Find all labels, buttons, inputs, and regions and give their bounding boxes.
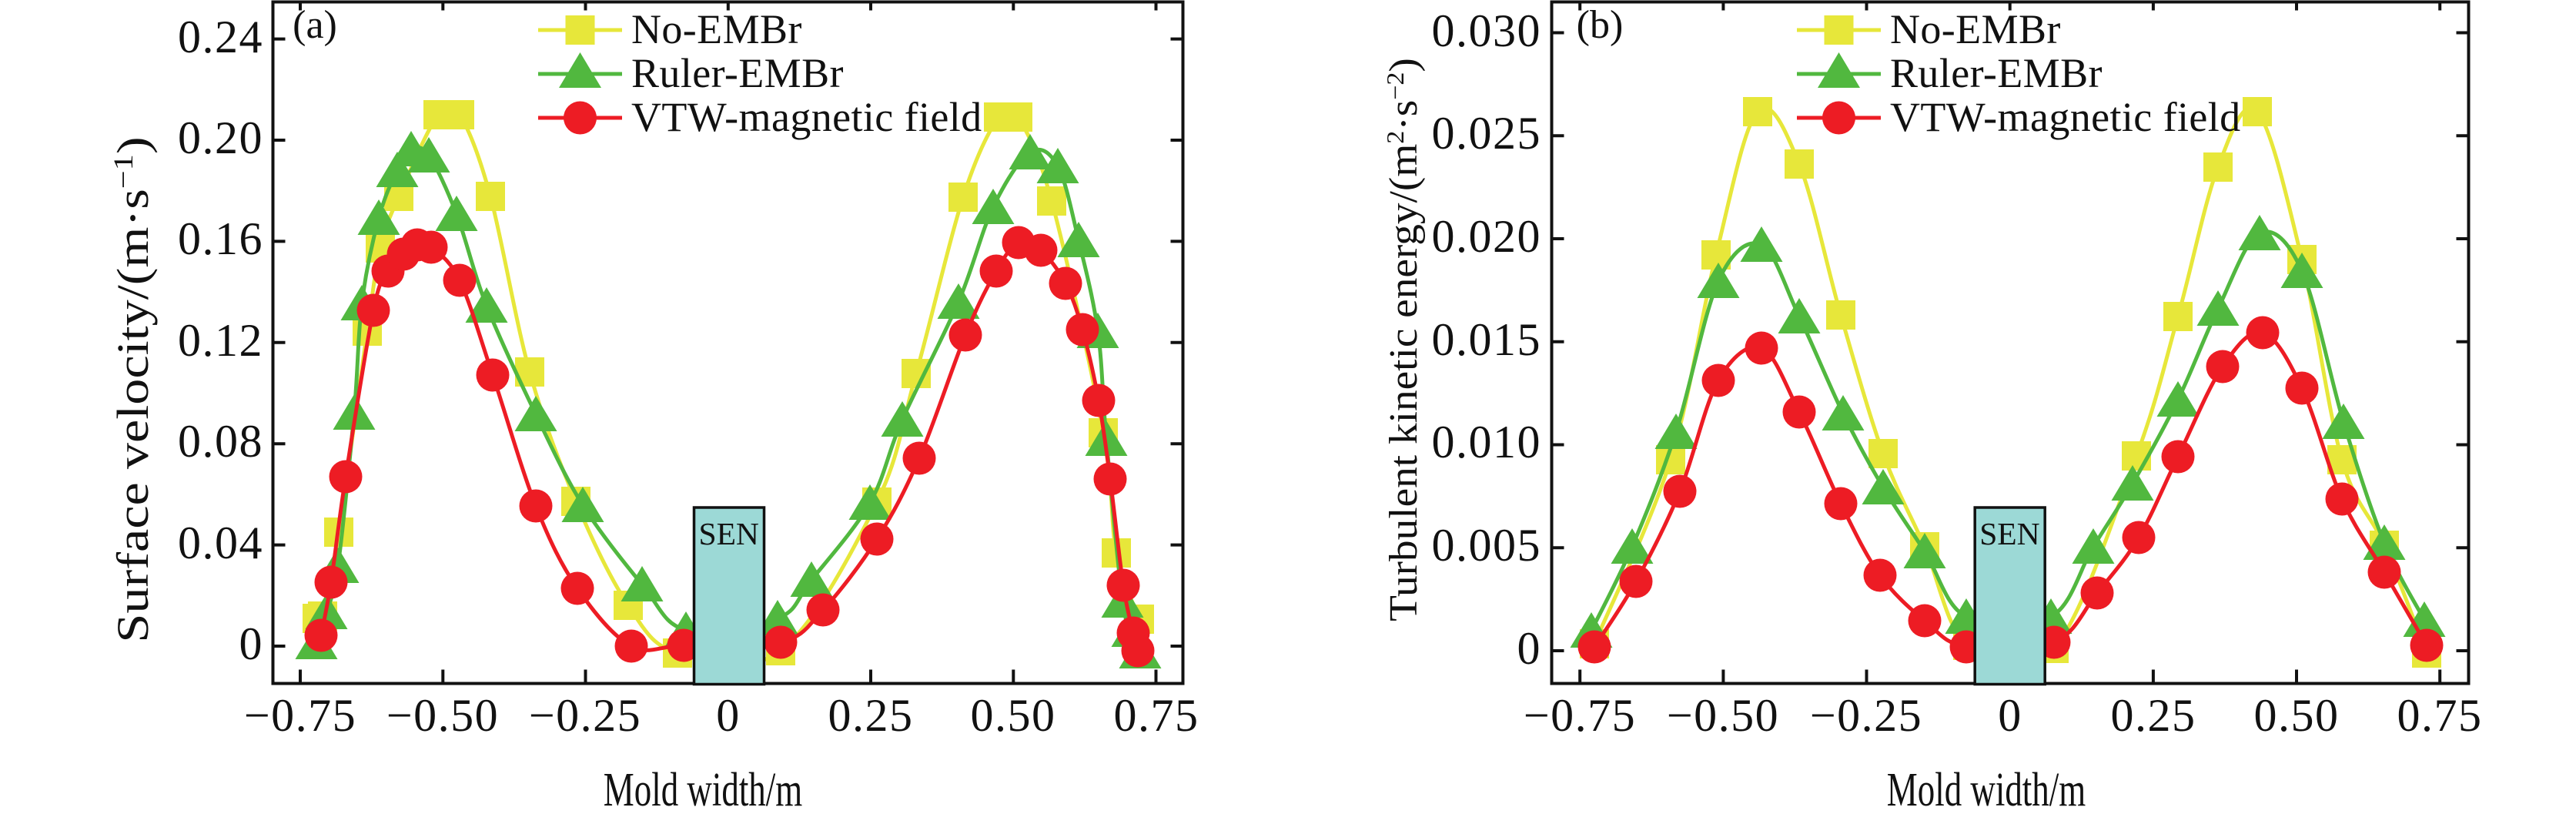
svg-text:VTW-magnetic field: VTW-magnetic field (631, 94, 982, 140)
svg-text:0: 0 (716, 690, 741, 741)
svg-text:0.24: 0.24 (178, 12, 263, 62)
svg-text:0: 0 (1517, 623, 1542, 674)
svg-text:0.025: 0.025 (1432, 108, 1542, 159)
svg-text:Ruler-EMBr: Ruler-EMBr (1890, 50, 2103, 96)
svg-text:0.75: 0.75 (2397, 690, 2483, 741)
svg-text:0.50: 0.50 (2254, 690, 2340, 741)
svg-text:Turbulent kinetic energy/(m2·s: Turbulent kinetic energy/(m2·s−2) (1380, 58, 1425, 621)
svg-text:0.25: 0.25 (828, 690, 914, 741)
svg-text:0.12: 0.12 (178, 315, 263, 366)
svg-text:0.04: 0.04 (178, 518, 263, 568)
svg-text:0.20: 0.20 (178, 112, 263, 163)
svg-text:No-EMBr: No-EMBr (1890, 6, 2061, 52)
svg-text:0.020: 0.020 (1432, 211, 1542, 262)
svg-text:SEN: SEN (1979, 516, 2039, 551)
svg-text:0.030: 0.030 (1432, 5, 1542, 56)
svg-text:−0.75: −0.75 (244, 690, 356, 741)
svg-text:0.50: 0.50 (971, 690, 1056, 741)
svg-text:0.16: 0.16 (178, 213, 263, 264)
svg-text:−0.50: −0.50 (1667, 690, 1779, 741)
svg-text:(b): (b) (1577, 3, 1624, 47)
svg-text:0.75: 0.75 (1114, 690, 1199, 741)
svg-text:0.08: 0.08 (178, 416, 263, 467)
svg-text:−0.50: −0.50 (386, 690, 499, 741)
svg-text:0.015: 0.015 (1432, 314, 1542, 365)
svg-text:0.25: 0.25 (2111, 690, 2196, 741)
svg-text:0: 0 (239, 618, 264, 669)
svg-text:0.010: 0.010 (1432, 417, 1542, 467)
svg-text:Ruler-EMBr: Ruler-EMBr (631, 50, 844, 96)
svg-text:0.005: 0.005 (1432, 520, 1542, 571)
svg-text:Mold width/m: Mold width/m (604, 763, 802, 814)
svg-text:SEN: SEN (699, 516, 759, 551)
svg-text:No-EMBr: No-EMBr (631, 6, 802, 52)
svg-text:Surface velocity/(m·s−1): Surface velocity/(m·s−1) (108, 136, 158, 642)
svg-text:−0.25: −0.25 (1810, 690, 1922, 741)
svg-text:Mold width/m: Mold width/m (1887, 763, 2086, 814)
svg-text:0: 0 (1998, 690, 2022, 741)
svg-text:VTW-magnetic field: VTW-magnetic field (1890, 94, 2241, 140)
svg-text:(a): (a) (293, 3, 337, 47)
svg-text:−0.75: −0.75 (1524, 690, 1636, 741)
svg-text:−0.25: −0.25 (529, 690, 641, 741)
